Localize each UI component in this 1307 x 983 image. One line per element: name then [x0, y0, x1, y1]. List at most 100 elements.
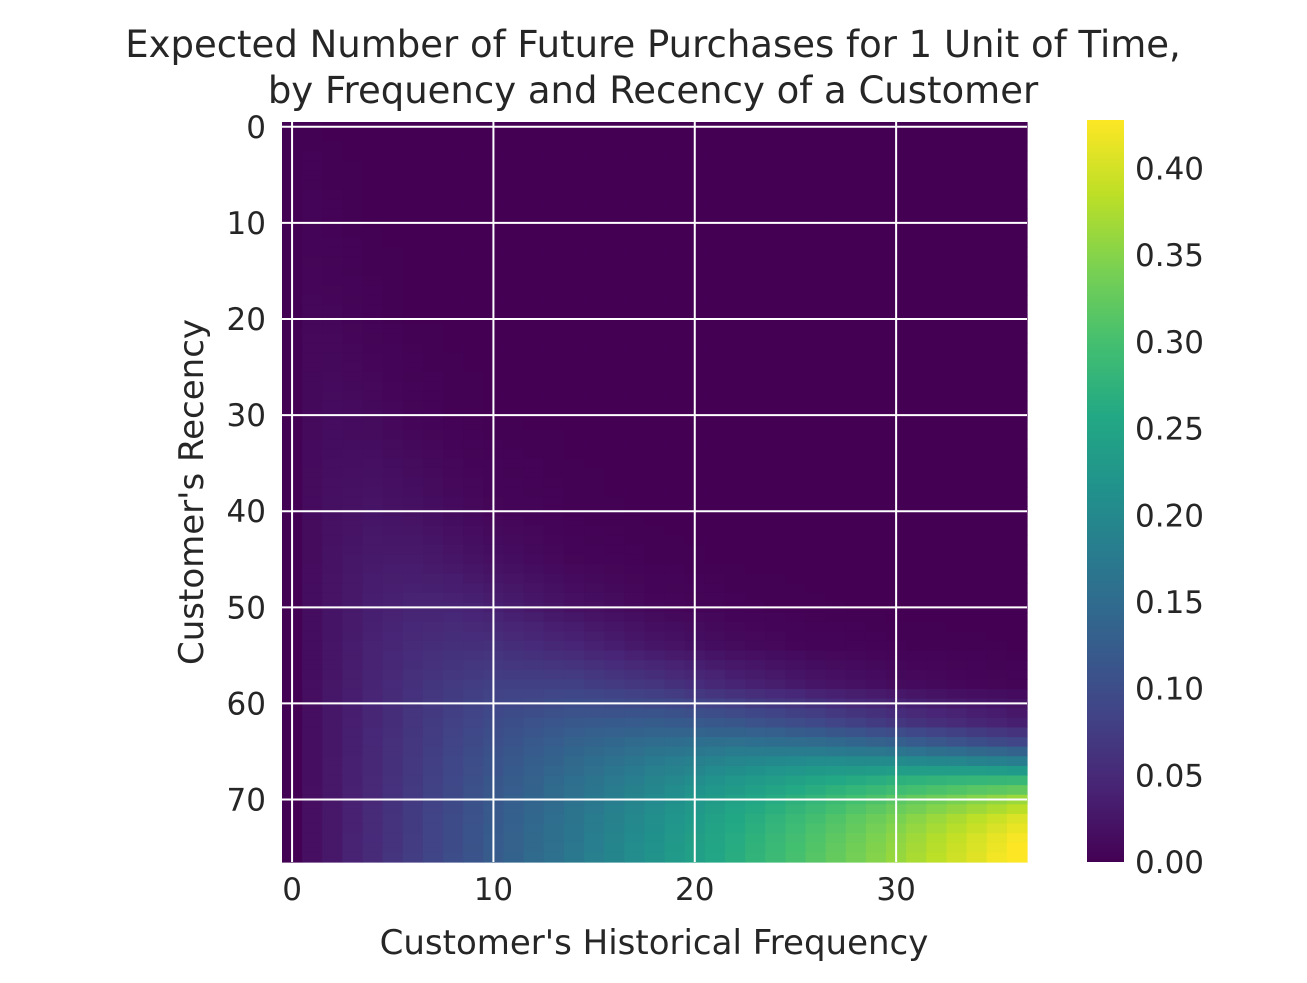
- heatmap-cell: [765, 352, 786, 363]
- colorbar-tick-label: 0.00: [1135, 845, 1204, 881]
- heatmap-cell: [906, 227, 927, 238]
- heatmap-cell: [825, 640, 847, 652]
- heatmap-cell: [745, 294, 766, 306]
- heatmap-cell: [724, 573, 746, 584]
- heatmap-cell: [624, 333, 646, 344]
- heatmap-cell: [865, 467, 887, 479]
- heatmap-cell: [563, 467, 585, 479]
- heatmap-cell: [584, 737, 605, 748]
- heatmap-cell: [302, 246, 323, 258]
- heatmap-cell: [543, 746, 565, 757]
- heatmap-cell: [704, 304, 726, 315]
- heatmap-cell: [523, 208, 545, 219]
- heatmap-cell: [745, 727, 766, 738]
- heatmap-cell: [402, 294, 424, 306]
- heatmap-cell: [563, 246, 585, 258]
- heatmap-cell: [664, 362, 686, 373]
- heatmap-cell: [604, 631, 625, 642]
- heatmap-cell: [402, 429, 424, 440]
- heatmap-cell: [785, 496, 807, 508]
- heatmap-cell: [765, 323, 786, 335]
- heatmap-cell: [906, 256, 927, 267]
- heatmap-cell: [463, 343, 484, 354]
- heatmap-cell: [644, 429, 666, 440]
- heatmap-cell: [463, 141, 484, 152]
- heatmap-cell: [402, 525, 424, 536]
- heatmap-cell: [523, 227, 545, 238]
- heatmap-cell: [906, 544, 927, 556]
- heatmap-cell: [805, 400, 827, 411]
- heatmap-cell: [704, 429, 726, 440]
- heatmap-cell: [523, 266, 545, 277]
- heatmap-cell: [402, 458, 424, 469]
- heatmap-cell: [704, 660, 726, 671]
- heatmap-cell: [946, 458, 968, 469]
- heatmap-cell: [825, 833, 847, 844]
- heatmap-cell: [785, 621, 807, 632]
- heatmap-cell: [986, 304, 1008, 315]
- heatmap-cell: [443, 727, 464, 738]
- heatmap-cell: [986, 573, 1008, 584]
- heatmap-cell: [322, 583, 344, 594]
- heatmap-cell: [1006, 535, 1028, 546]
- heatmap-cell: [946, 765, 968, 777]
- heatmap-cell: [966, 141, 988, 152]
- heatmap-cell: [745, 689, 766, 700]
- heatmap-cell: [503, 266, 525, 277]
- heatmap-cell: [745, 679, 766, 690]
- heatmap-cell: [624, 294, 646, 306]
- heatmap-cell: [946, 592, 968, 604]
- heatmap-cell: [342, 660, 364, 671]
- heatmap-cell: [644, 813, 666, 825]
- heatmap-cell: [785, 227, 807, 238]
- heatmap-cell: [785, 131, 807, 142]
- heatmap-cell: [664, 564, 686, 575]
- heatmap-cell: [584, 179, 605, 190]
- heatmap-cell: [402, 689, 424, 700]
- heatmap-cell: [704, 717, 726, 729]
- heatmap-cell: [624, 746, 646, 757]
- heatmap-cell: [805, 496, 827, 508]
- heatmap-cell: [865, 304, 887, 315]
- heatmap-cell: [745, 362, 766, 373]
- heatmap-cell: [825, 275, 847, 286]
- heatmap-cell: [865, 746, 887, 757]
- heatmap-cell: [362, 852, 384, 863]
- heatmap-cell: [765, 275, 786, 286]
- heatmap-cell: [745, 458, 766, 469]
- heatmap-cell: [724, 189, 746, 200]
- heatmap-cell: [805, 544, 827, 556]
- heatmap-cell: [745, 833, 766, 844]
- heatmap-cell: [805, 583, 827, 594]
- heatmap-cell: [584, 237, 605, 248]
- heatmap-cell: [302, 362, 323, 373]
- heatmap-cell: [362, 823, 384, 834]
- heatmap-cell: [322, 612, 344, 623]
- heatmap-cell: [865, 285, 887, 296]
- heatmap-cell: [322, 256, 344, 267]
- heatmap-cell: [805, 679, 827, 690]
- heatmap-cell: [946, 429, 968, 440]
- heatmap-cell: [322, 727, 344, 738]
- heatmap-cell: [302, 612, 323, 623]
- heatmap-cell: [644, 612, 666, 623]
- heatmap-cell: [765, 689, 786, 700]
- heatmap-cell: [765, 294, 786, 306]
- heatmap-cell: [865, 362, 887, 373]
- heatmap-cell: [644, 141, 666, 152]
- heatmap-cell: [584, 621, 605, 632]
- heatmap-cell: [765, 573, 786, 584]
- heatmap-cell: [664, 689, 686, 700]
- heatmap-cell: [563, 304, 585, 315]
- heatmap-cell: [785, 477, 807, 488]
- heatmap-cell: [966, 179, 988, 190]
- heatmap-cell: [765, 419, 786, 431]
- heatmap-cell: [785, 823, 807, 834]
- heatmap-cell: [523, 458, 545, 469]
- heatmap-cell: [302, 785, 323, 796]
- heatmap-cell: [422, 179, 444, 190]
- heatmap-cell: [624, 813, 646, 825]
- heatmap-cell: [604, 285, 625, 296]
- heatmap-cell: [422, 391, 444, 402]
- heatmap-cell: [443, 285, 464, 296]
